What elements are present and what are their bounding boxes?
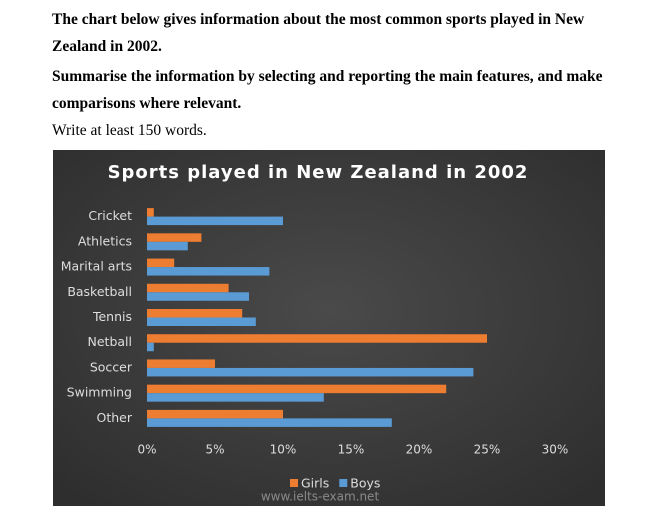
x-tick-label: 15% [338, 443, 365, 457]
bar [147, 359, 215, 368]
x-tick-label: 5% [205, 443, 224, 457]
y-tick-label: Other [97, 410, 133, 425]
bar [147, 418, 392, 427]
y-tick-label: Basketball [67, 284, 132, 299]
y-tick-label: Netball [88, 334, 132, 349]
bar [147, 241, 188, 251]
chart-title: Sports played in New Zealand in 2002 [108, 162, 529, 183]
bar [147, 393, 324, 402]
legend-label: Girls [301, 476, 329, 491]
bar [147, 384, 447, 394]
y-tick-label: Cricket [88, 208, 132, 223]
prompt-line: Zealand in 2002. [52, 38, 162, 55]
x-tick-label: 25% [474, 443, 501, 457]
bar [147, 292, 249, 301]
bar [147, 309, 243, 318]
x-tick-label: 10% [270, 443, 297, 457]
prompt-line: The chart below gives information about … [52, 11, 585, 28]
x-tick-label: 0% [137, 443, 156, 457]
legend-swatch [339, 479, 348, 487]
chart-background [53, 150, 605, 506]
prompt-instruction: Write at least 150 words. [52, 122, 207, 139]
watermark: www.ielts-exam.net [261, 490, 380, 504]
y-tick-label: Soccer [90, 359, 133, 374]
bar [147, 283, 229, 293]
y-tick-label: Tennis [92, 309, 132, 324]
legend-swatch [290, 479, 298, 487]
bar [147, 233, 202, 242]
y-tick-label: Marital arts [61, 259, 132, 274]
x-tick-label: 30% [542, 443, 569, 457]
prompt-line: Summarise the information by selecting a… [52, 68, 603, 85]
y-tick-label: Athletics [78, 233, 132, 248]
bar [147, 409, 283, 419]
y-tick-label: Swimming [67, 385, 132, 400]
bar [147, 267, 270, 276]
legend-label: Boys [350, 476, 380, 491]
bar [147, 342, 154, 352]
x-tick-label: 20% [406, 443, 433, 457]
bar [147, 258, 175, 268]
bar [147, 208, 154, 217]
prompt-line: comparisons where relevant. [52, 95, 242, 112]
bar [147, 367, 474, 377]
bar [147, 334, 487, 343]
bar [147, 317, 256, 326]
bar [147, 216, 283, 226]
